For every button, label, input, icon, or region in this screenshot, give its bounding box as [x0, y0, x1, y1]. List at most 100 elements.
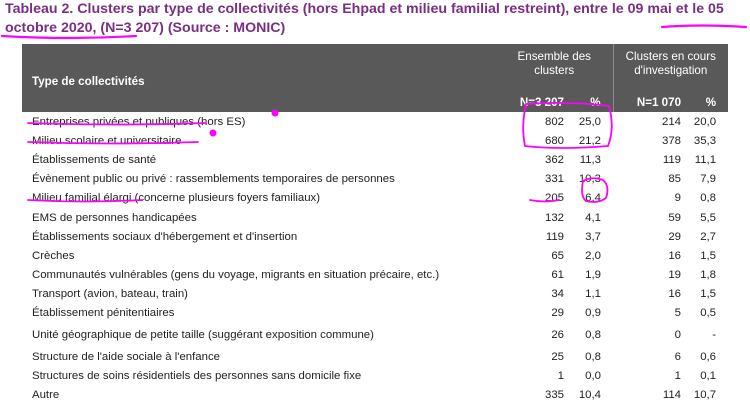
row-percent-investigation: 11,1: [694, 153, 717, 166]
row-count-all: 29: [551, 307, 564, 320]
table-row: Entreprises privées et publiques (hors E…: [22, 112, 728, 131]
row-percent-all: 6,4: [585, 192, 602, 205]
row-count-investigation: 16: [668, 249, 682, 262]
table-row: Unité géographique de petite taille (sug…: [22, 323, 728, 347]
table-row: Crèches 65 2,0 16 1,5: [22, 246, 728, 265]
row-label: Établissement pénitentiaires: [32, 307, 175, 320]
row-count-all: 65: [551, 249, 564, 262]
row-count-investigation: 0: [674, 329, 682, 342]
header-blank: [22, 93, 496, 112]
header-group-investigation: Clusters en cours d'investigation: [613, 44, 729, 93]
header-group-all-clusters: Ensemble des clusters: [496, 44, 614, 93]
row-label: Établissements de santé: [32, 153, 157, 166]
table-row: Transport (avion, bateau, train) 34 1,1 16 1…: [22, 285, 728, 304]
row-percent-investigation: -: [712, 329, 717, 342]
row-percent-all: 4,1: [585, 211, 602, 224]
row-percent-all: 1,1: [585, 288, 602, 301]
table-row: Évènement public ou privé : rassemblemen…: [22, 170, 728, 189]
row-count-all: 26: [551, 329, 564, 342]
row-count-all: 119: [545, 230, 564, 243]
row-percent-investigation: 0,5: [700, 307, 717, 320]
row-count-all: 34: [551, 288, 564, 301]
row-count-all: 331: [544, 173, 564, 186]
row-count-investigation: 85: [668, 173, 682, 186]
row-count-all: 61: [551, 269, 564, 282]
row-percent-investigation: 5,5: [700, 211, 717, 224]
row-count-investigation: 114: [662, 389, 682, 402]
row-label: Structure de l'aide sociale à l'enfance: [32, 350, 220, 363]
row-percent-all: 2,0: [585, 249, 602, 262]
table-row: EMS de personnes handicapées 132 4,1 59 5,5: [22, 208, 728, 227]
row-percent-all: 21,2: [578, 134, 602, 147]
row-label: Milieu familial élargi (concerne plusieu…: [32, 192, 321, 205]
row-label: Évènement public ou privé : rassemblemen…: [32, 173, 395, 186]
row-count-investigation: 59: [668, 211, 682, 224]
row-percent-all: 0,8: [585, 329, 602, 342]
table-row: Établissements sociaux d'hébergement et …: [22, 227, 728, 246]
row-count-investigation: 5: [674, 307, 682, 320]
row-label: Établissements sociaux d'hébergement et …: [32, 230, 298, 243]
row-percent-investigation: 35,3: [693, 134, 717, 147]
row-count-investigation: 214: [662, 115, 682, 128]
row-count-all: 205: [544, 192, 564, 205]
table-row: Établissement pénitentiaires 29 0,9 5 0,5: [22, 304, 728, 323]
row-percent-all: 0,8: [585, 350, 602, 363]
table-row: Communautés vulnérables (gens du voyage,…: [22, 266, 728, 285]
row-count-investigation: 29: [668, 230, 682, 243]
row-percent-all: 10,3: [578, 173, 602, 186]
table-row: Milieu familial élargi (concerne plusieu…: [22, 189, 728, 208]
header-pct2: %: [685, 93, 729, 112]
header-type-label: Type de collectivités: [22, 44, 496, 93]
row-label: EMS de personnes handicapées: [32, 211, 197, 224]
row-count-all: 802: [544, 115, 564, 128]
header-pct1: %: [568, 93, 614, 112]
row-count-all: 25: [551, 350, 564, 363]
row-count-investigation: 9: [674, 192, 682, 205]
table-body: Entreprises privées et publiques (hors E…: [22, 112, 728, 405]
row-label: Communautés vulnérables (gens du voyage,…: [32, 269, 440, 282]
row-count-all: 335: [544, 389, 564, 402]
row-percent-investigation: 0,6: [700, 350, 717, 363]
table-row: Structures de soins résidentiels des per…: [22, 366, 728, 385]
row-percent-all: 10,4: [578, 389, 602, 402]
table-title: Tableau 2. Clusters par type de collecti…: [5, 1, 724, 36]
row-percent-all: 0,0: [585, 369, 602, 382]
row-label: Entreprises privées et publiques (hors E…: [32, 115, 246, 128]
row-count-all: 132: [544, 211, 564, 224]
table-row: Autre 335 10,4 114 10,7: [22, 385, 728, 405]
row-count-investigation: 378: [662, 134, 682, 147]
row-percent-investigation: 0,8: [700, 192, 717, 205]
header-row-subcols: N=3 207 % N=1 070 %: [22, 93, 729, 112]
clusters-table-container: Type de collectivités Ensemble des clust…: [22, 44, 729, 405]
row-count-investigation: 1: [674, 369, 682, 382]
row-count-all: 680: [544, 134, 564, 147]
header-row-groups: Type de collectivités Ensemble des clust…: [22, 44, 729, 93]
row-percent-investigation: 10,7: [693, 389, 717, 402]
row-count-investigation: 19: [668, 269, 682, 282]
row-count-all: 1: [557, 369, 564, 382]
table-row: Établissements de santé 362 11,3 119 11,1: [22, 150, 728, 169]
row-count-all: 362: [544, 153, 564, 166]
row-label: Transport (avion, bateau, train): [32, 288, 188, 301]
clusters-table: Type de collectivités Ensemble des clust…: [22, 44, 729, 405]
row-percent-all: 1,9: [585, 269, 602, 282]
header-n2: N=1 070: [613, 93, 686, 112]
row-count-investigation: 119: [662, 153, 682, 166]
row-percent-investigation: 7,9: [700, 173, 717, 186]
row-label: Autre: [32, 389, 60, 402]
row-label: Structures de soins résidentiels des per…: [32, 369, 362, 382]
row-count-investigation: 16: [668, 288, 682, 301]
row-label: Milieu scolaire et universitaire: [32, 134, 182, 147]
row-percent-investigation: 1,8: [700, 269, 717, 282]
table-row: Structure de l'aide sociale à l'enfance 2…: [22, 347, 728, 366]
row-label: Unité géographique de petite taille (sug…: [32, 329, 374, 342]
row-count-investigation: 6: [674, 350, 682, 363]
row-percent-all: 3,7: [585, 230, 602, 243]
header-n1: N=3 207: [496, 93, 568, 112]
row-percent-all: 25,0: [578, 115, 602, 128]
row-label: Crèches: [32, 249, 75, 262]
row-percent-investigation: 1,5: [700, 249, 717, 262]
row-percent-all: 11,3: [579, 153, 602, 166]
row-percent-investigation: 20,0: [693, 115, 717, 128]
row-percent-investigation: 2,7: [700, 230, 717, 243]
